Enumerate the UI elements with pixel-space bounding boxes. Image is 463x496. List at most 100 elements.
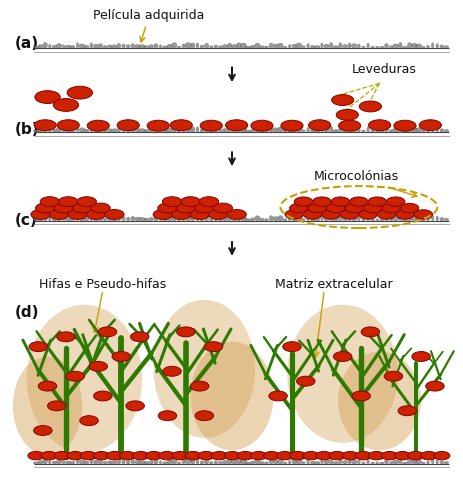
Ellipse shape [435, 459, 438, 464]
Ellipse shape [49, 128, 51, 132]
Ellipse shape [80, 416, 98, 426]
Ellipse shape [33, 219, 39, 221]
Ellipse shape [181, 197, 200, 206]
Ellipse shape [93, 460, 99, 464]
Ellipse shape [367, 197, 386, 206]
Ellipse shape [149, 217, 153, 221]
Ellipse shape [147, 120, 169, 131]
Ellipse shape [126, 460, 130, 464]
Ellipse shape [67, 451, 83, 460]
Ellipse shape [291, 44, 296, 48]
Ellipse shape [368, 451, 384, 460]
Ellipse shape [310, 46, 314, 48]
Ellipse shape [388, 46, 392, 48]
Ellipse shape [340, 210, 358, 219]
Ellipse shape [379, 130, 383, 132]
Ellipse shape [329, 126, 332, 132]
Ellipse shape [388, 218, 392, 221]
Ellipse shape [185, 126, 191, 132]
Ellipse shape [269, 391, 287, 401]
Ellipse shape [329, 43, 332, 48]
Ellipse shape [320, 459, 322, 464]
Ellipse shape [282, 46, 287, 48]
Ellipse shape [79, 217, 85, 221]
Ellipse shape [358, 210, 376, 219]
Ellipse shape [376, 210, 395, 219]
Ellipse shape [394, 451, 410, 460]
Ellipse shape [277, 127, 282, 132]
Ellipse shape [289, 203, 307, 213]
Ellipse shape [250, 45, 254, 48]
Ellipse shape [425, 381, 443, 391]
Ellipse shape [329, 458, 332, 464]
Ellipse shape [425, 461, 428, 464]
Ellipse shape [213, 461, 217, 464]
Ellipse shape [323, 217, 329, 221]
Ellipse shape [157, 203, 177, 213]
Ellipse shape [357, 460, 360, 464]
Ellipse shape [288, 217, 290, 221]
Ellipse shape [209, 129, 213, 132]
Ellipse shape [209, 218, 213, 221]
Ellipse shape [250, 129, 254, 132]
Ellipse shape [259, 218, 264, 221]
Ellipse shape [93, 451, 109, 460]
Ellipse shape [379, 462, 383, 464]
Ellipse shape [338, 120, 360, 131]
Ellipse shape [103, 461, 107, 464]
Ellipse shape [303, 210, 321, 219]
Ellipse shape [384, 459, 388, 464]
Ellipse shape [410, 127, 416, 132]
Ellipse shape [76, 126, 79, 132]
Ellipse shape [62, 461, 65, 464]
Ellipse shape [77, 197, 96, 206]
Ellipse shape [62, 217, 65, 221]
Ellipse shape [379, 46, 383, 48]
Ellipse shape [259, 129, 264, 132]
Ellipse shape [204, 43, 208, 48]
Ellipse shape [145, 451, 162, 460]
Ellipse shape [200, 120, 222, 131]
Ellipse shape [185, 43, 191, 48]
Ellipse shape [227, 43, 232, 48]
Ellipse shape [336, 110, 357, 120]
Ellipse shape [237, 451, 253, 460]
Ellipse shape [310, 129, 314, 132]
Ellipse shape [306, 459, 309, 464]
Ellipse shape [421, 130, 424, 132]
Ellipse shape [398, 215, 401, 221]
Ellipse shape [388, 461, 392, 464]
Ellipse shape [170, 120, 192, 130]
Ellipse shape [312, 197, 331, 206]
Ellipse shape [250, 461, 254, 464]
Ellipse shape [315, 451, 332, 460]
Ellipse shape [93, 44, 99, 48]
Ellipse shape [65, 129, 71, 132]
Ellipse shape [167, 217, 172, 221]
Ellipse shape [144, 461, 149, 464]
Ellipse shape [27, 305, 142, 453]
Ellipse shape [125, 401, 144, 411]
Ellipse shape [181, 44, 185, 48]
Ellipse shape [204, 342, 222, 352]
Ellipse shape [361, 130, 364, 132]
Ellipse shape [301, 218, 305, 221]
Ellipse shape [269, 216, 273, 221]
Ellipse shape [250, 451, 266, 460]
Ellipse shape [126, 45, 130, 48]
Ellipse shape [53, 99, 78, 112]
Ellipse shape [144, 218, 149, 221]
Ellipse shape [38, 460, 43, 464]
Ellipse shape [107, 217, 112, 221]
Ellipse shape [91, 203, 110, 213]
Ellipse shape [67, 86, 92, 99]
Ellipse shape [153, 460, 158, 464]
Ellipse shape [323, 128, 329, 132]
Ellipse shape [222, 460, 227, 464]
Ellipse shape [420, 451, 436, 460]
Ellipse shape [413, 210, 432, 219]
Ellipse shape [347, 43, 350, 48]
Ellipse shape [171, 458, 176, 464]
Ellipse shape [439, 217, 443, 221]
Ellipse shape [231, 128, 237, 132]
